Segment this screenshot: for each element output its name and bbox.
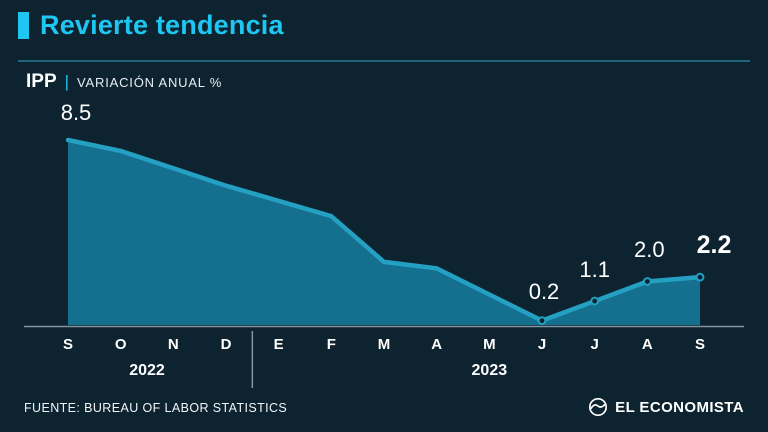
month-label: J <box>537 336 547 353</box>
year-label: 2023 <box>471 362 508 379</box>
month-label: S <box>694 336 705 353</box>
source-note: FUENTE: BUREAU OF LABOR STATISTICS <box>24 401 288 415</box>
title-underline <box>18 60 750 62</box>
month-label: D <box>220 336 232 353</box>
header: Revierte tendencia <box>18 12 284 39</box>
el-economista-logo-icon <box>589 397 608 417</box>
chart-subtitle: IPP | VARIACIÓN ANUAL % <box>26 71 222 93</box>
brand-lockup: EL ECONOMISTA <box>588 397 744 417</box>
data-point-dot <box>590 296 600 306</box>
data-point-dot <box>642 277 652 286</box>
month-label: S <box>62 336 73 353</box>
data-point-dot <box>537 316 547 326</box>
month-label: O <box>114 336 127 353</box>
month-label: F <box>326 336 336 353</box>
year-label: 2022 <box>129 362 165 379</box>
month-label: M <box>377 336 391 353</box>
month-label: M <box>483 336 496 353</box>
month-label: J <box>590 336 599 353</box>
subtitle-unit: VARIACIÓN ANUAL % <box>77 75 223 90</box>
month-label: N <box>167 336 179 353</box>
month-label: A <box>431 336 443 353</box>
subtitle-indicator: IPP <box>26 71 57 92</box>
month-label: E <box>273 336 284 353</box>
brand-name: EL ECONOMISTA <box>615 398 744 416</box>
subtitle-separator: | <box>64 72 70 91</box>
data-point-dot <box>695 272 705 282</box>
month-label: A <box>641 336 653 353</box>
data-point-markers <box>537 272 705 326</box>
title-bullet <box>18 12 29 39</box>
chart-title: Revierte tendencia <box>40 10 284 40</box>
